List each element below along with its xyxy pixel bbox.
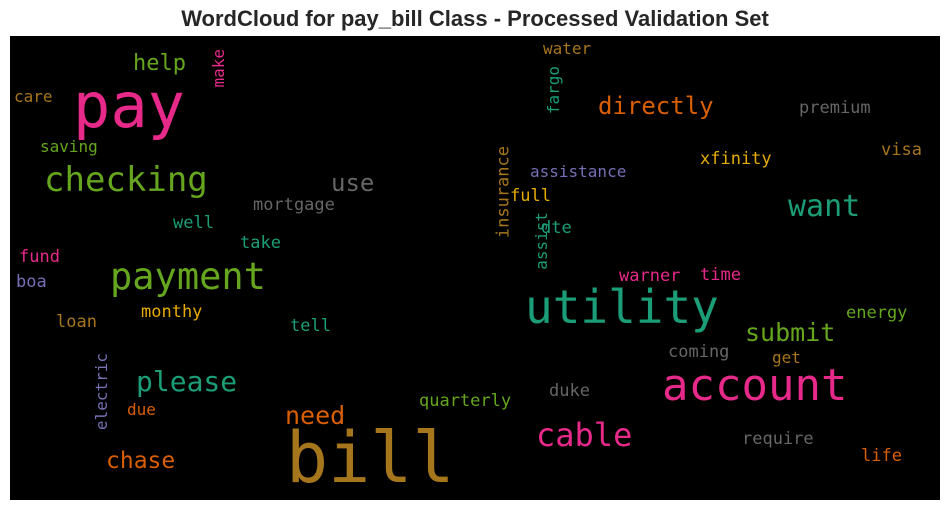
word-boa: boa — [16, 272, 47, 292]
word-life: life — [861, 446, 902, 466]
word-tell: tell — [290, 316, 331, 336]
wordcloud-canvas: bill pay account utility payment checking cabl… — [10, 36, 940, 500]
word-assistance: assistance — [530, 162, 626, 181]
word-full: full — [510, 186, 551, 206]
wordcloud-svg: bill pay account utility payment checking cabl… — [14, 39, 922, 499]
word-use: use — [331, 169, 374, 197]
word-please: please — [136, 365, 237, 398]
word-quarterly: quarterly — [419, 391, 511, 411]
word-submit: submit — [745, 318, 835, 347]
word-directly: directly — [598, 92, 714, 120]
word-loan: loan — [56, 312, 97, 332]
word-assist: assist — [532, 212, 551, 270]
word-dte: dte — [541, 218, 572, 238]
word-duke: duke — [549, 381, 590, 401]
word-take: take — [240, 233, 281, 253]
word-utility: utility — [525, 280, 719, 334]
word-water: water — [543, 39, 592, 58]
word-fargo: fargo — [544, 66, 563, 114]
word-make: make — [209, 49, 228, 88]
word-coming: coming — [668, 342, 729, 362]
word-fund: fund — [19, 247, 60, 267]
word-visa: visa — [881, 140, 922, 160]
word-saving: saving — [40, 137, 98, 156]
word-bill: bill — [286, 417, 455, 499]
word-insurance: insurance — [494, 146, 514, 238]
word-xfinity: xfinity — [700, 149, 772, 169]
word-due: due — [127, 400, 156, 419]
word-warner: warner — [619, 266, 680, 286]
word-care: care — [14, 87, 53, 106]
chart-title: WordCloud for pay_bill Class - Processed… — [181, 6, 769, 31]
word-mortgage: mortgage — [253, 195, 335, 215]
word-monthy: monthy — [141, 302, 202, 322]
word-pay: pay — [73, 69, 185, 142]
word-well: well — [173, 213, 214, 233]
word-payment: payment — [110, 255, 266, 298]
word-require: require — [742, 429, 814, 449]
word-chase: chase — [106, 448, 175, 474]
word-premium: premium — [799, 98, 871, 118]
word-help: help — [133, 51, 186, 76]
word-electric: electric — [92, 353, 111, 430]
word-cable: cable — [536, 416, 632, 454]
word-account: account — [662, 360, 847, 411]
word-get: get — [772, 348, 801, 367]
word-checking: checking — [44, 160, 208, 200]
word-time: time — [700, 265, 741, 285]
word-energy: energy — [846, 303, 907, 323]
word-want: want — [788, 189, 860, 224]
word-need: need — [285, 401, 345, 430]
